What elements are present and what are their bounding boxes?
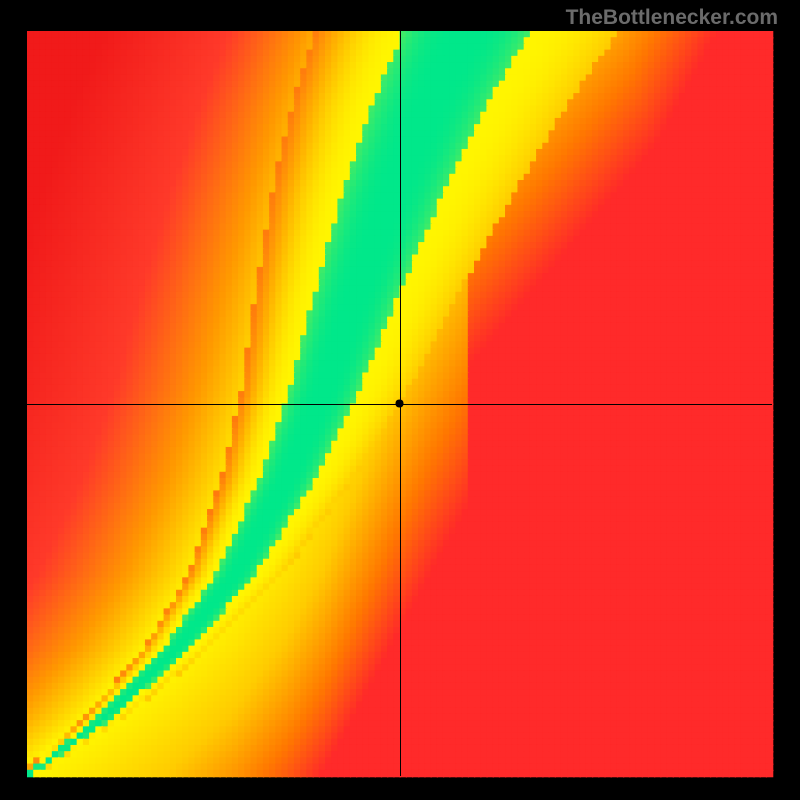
watermark-text: TheBottlenecker.com bbox=[566, 6, 778, 30]
bottleneck-heatmap bbox=[0, 0, 800, 800]
chart-container: { "canvas": { "width": 800, "height": 80… bbox=[0, 0, 800, 800]
